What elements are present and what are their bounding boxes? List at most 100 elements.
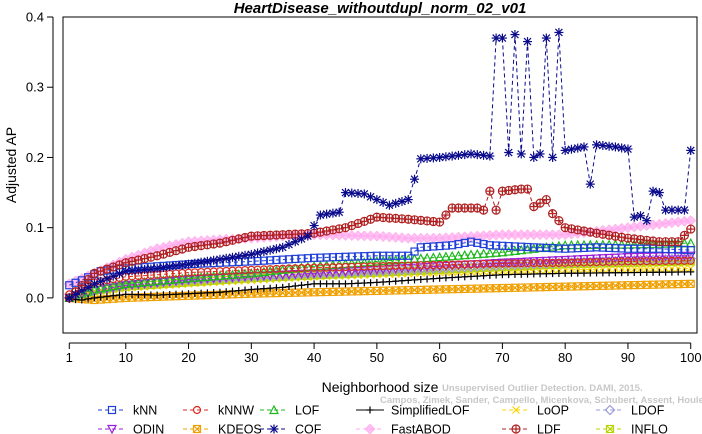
data-point <box>391 251 400 260</box>
data-point <box>410 174 420 184</box>
data-point <box>435 217 445 227</box>
data-point <box>247 285 255 293</box>
data-point <box>554 27 564 37</box>
data-point <box>497 246 508 257</box>
data-point <box>384 200 394 210</box>
data-point <box>247 265 256 274</box>
data-point <box>164 274 175 285</box>
data-point <box>485 241 494 250</box>
data-point <box>240 265 250 275</box>
data-point <box>547 256 558 266</box>
data-point <box>630 257 639 266</box>
data-point <box>190 258 200 268</box>
data-point <box>624 269 632 277</box>
data-point <box>277 264 288 274</box>
legend-item-simplifiedlof: SimplifiedLOF <box>356 404 470 418</box>
data-point <box>523 259 532 268</box>
data-point <box>642 244 651 253</box>
data-point <box>253 265 262 274</box>
data-point <box>497 33 507 43</box>
data-point <box>422 242 432 252</box>
data-point <box>210 289 218 297</box>
data-point <box>109 292 117 300</box>
data-point <box>392 277 400 285</box>
data-point <box>391 198 401 208</box>
x-tick-label: 20 <box>181 350 195 365</box>
data-point <box>322 226 332 236</box>
data-point <box>228 266 237 275</box>
y-tick-label: 0.3 <box>26 80 44 95</box>
data-point <box>447 250 458 261</box>
data-point <box>667 256 676 265</box>
data-point <box>655 264 664 273</box>
data-point <box>272 255 281 265</box>
data-point <box>328 263 338 272</box>
data-point <box>542 258 551 268</box>
data-point <box>177 244 187 254</box>
data-point <box>655 256 664 266</box>
data-point <box>623 144 633 154</box>
data-point <box>215 267 225 276</box>
data-point <box>278 264 287 273</box>
data-point <box>648 186 658 196</box>
legend-item-knn: kNN <box>98 404 157 418</box>
data-point <box>649 268 657 276</box>
data-point <box>329 280 337 288</box>
legend-item-loop: LoOP <box>502 404 569 418</box>
x-tick-label: 10 <box>119 350 133 365</box>
data-point <box>687 268 695 276</box>
data-point <box>390 254 401 265</box>
data-point <box>541 33 551 43</box>
data-point <box>384 255 395 265</box>
data-point <box>78 296 86 304</box>
data-point <box>509 245 520 255</box>
data-point <box>166 291 174 299</box>
data-point <box>360 279 368 287</box>
data-point <box>328 208 338 218</box>
data-point <box>680 256 689 265</box>
data-point <box>178 268 187 278</box>
data-point <box>341 252 350 261</box>
data-point <box>385 278 393 286</box>
data-point <box>447 261 458 271</box>
data-point <box>629 212 639 222</box>
data-point <box>379 262 388 271</box>
data-point <box>536 270 544 278</box>
data-point <box>567 244 576 253</box>
data-point <box>498 259 507 268</box>
data-point <box>378 255 389 266</box>
legend-label: KDEOS <box>218 423 262 434</box>
data-point <box>291 264 300 273</box>
data-point <box>291 282 299 290</box>
data-point <box>322 253 331 262</box>
data-point <box>485 259 494 268</box>
y-tick-label: 0.2 <box>26 150 44 165</box>
data-point <box>686 279 695 288</box>
data-point <box>454 239 463 249</box>
data-point <box>259 256 268 265</box>
data-point <box>254 285 262 293</box>
data-point <box>303 254 312 263</box>
data-point <box>214 270 225 280</box>
data-point <box>623 257 633 266</box>
data-point <box>611 257 620 266</box>
data-point <box>209 267 218 276</box>
data-point <box>271 265 282 275</box>
data-point <box>617 244 626 253</box>
data-point <box>642 235 652 245</box>
data-point <box>416 243 425 252</box>
data-point <box>492 271 500 279</box>
data-point <box>322 209 332 219</box>
data-point <box>284 240 294 250</box>
data-point <box>328 253 338 262</box>
data-point <box>101 281 112 292</box>
data-point <box>348 280 356 288</box>
legend-item-lof: LOF <box>260 404 320 418</box>
data-point <box>680 268 688 276</box>
data-point <box>636 211 646 221</box>
chart-title: HeartDisease_withoutdupl_norm_02_v01 <box>234 0 527 17</box>
x-axis: 1 10 20 30 40 50 60 70 80 90 100 <box>66 342 702 365</box>
y-tick-label: 0.1 <box>26 220 44 235</box>
data-point <box>523 242 532 252</box>
